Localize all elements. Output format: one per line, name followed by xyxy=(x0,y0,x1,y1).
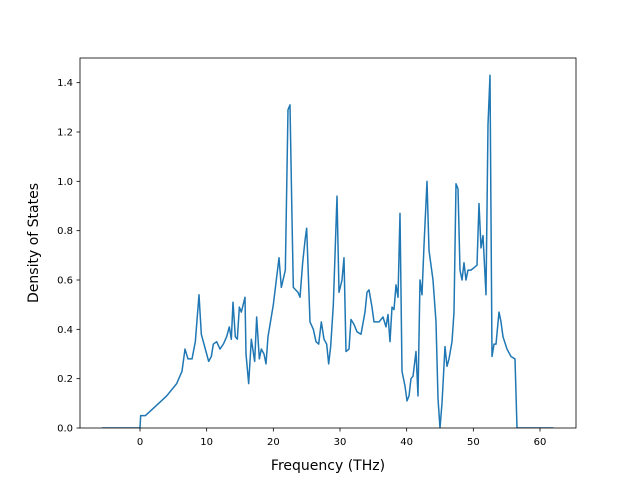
y-tick-label: 0.8 xyxy=(57,226,73,237)
x-tick-label: 40 xyxy=(400,437,413,448)
y-tick-label: 1.0 xyxy=(57,177,73,188)
x-tick-label: 10 xyxy=(200,437,213,448)
y-tick-label: 0.4 xyxy=(57,325,73,336)
line-series xyxy=(102,74,554,428)
plot-frame xyxy=(79,57,577,429)
y-tick-label: 0.6 xyxy=(57,276,73,287)
x-tick-label: 60 xyxy=(534,437,547,448)
x-tick-label: 0 xyxy=(137,437,143,448)
y-tick-label: 1.2 xyxy=(57,128,73,139)
x-axis-label: Frequency (THz) xyxy=(271,458,385,474)
x-tick-label: 20 xyxy=(267,437,280,448)
x-tick-label: 30 xyxy=(334,437,347,448)
y-tick-label: 0.2 xyxy=(57,374,73,385)
x-tick-label: 50 xyxy=(467,437,480,448)
y-axis-label: Density of States xyxy=(26,183,42,303)
y-tick-label: 0.0 xyxy=(57,424,73,435)
y-tick-label: 1.4 xyxy=(57,78,73,89)
